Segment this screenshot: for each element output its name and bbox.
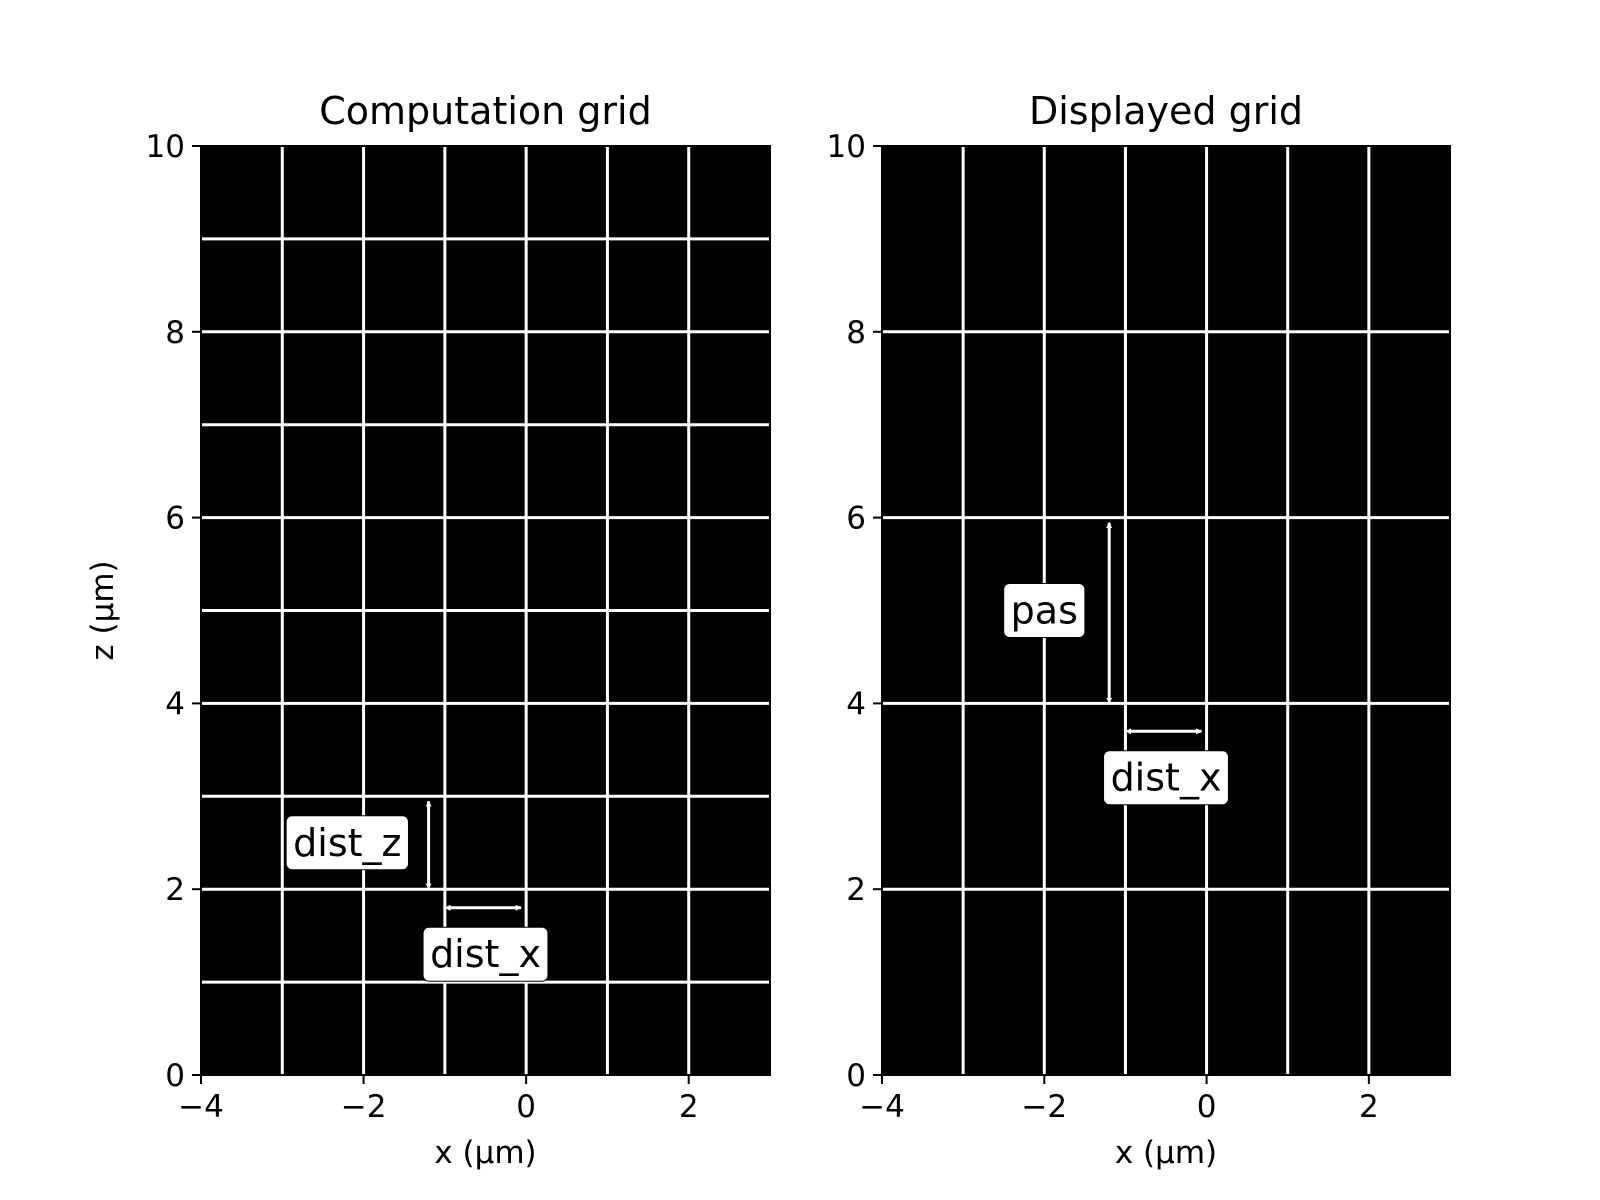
axes-frame (200, 145, 771, 1076)
y-tick-label: 10 (146, 129, 185, 165)
panel-title: Displayed grid (1029, 89, 1303, 133)
axes-frame (881, 145, 1451, 1076)
annotation-box (1003, 583, 1086, 638)
y-tick-label: 8 (165, 315, 185, 351)
annotation-dist-x: dist_x (422, 904, 549, 982)
annotation-pas: pas (1003, 521, 1113, 704)
panel-1: Computation grid −4 −2 0 2 0 2 4 6 8 10 x (µm) z (µm… (85, 89, 771, 1171)
annotation-label: dist_x (430, 932, 541, 976)
y-tick-label: 2 (846, 872, 866, 908)
x-tick-label: −2 (1021, 1089, 1067, 1125)
x-tick-label: 0 (1197, 1089, 1217, 1125)
y-tick-label: 4 (846, 686, 866, 722)
annotation-label: pas (1011, 589, 1078, 633)
y-tick-label: 0 (165, 1058, 185, 1094)
x-tick-label: −4 (178, 1089, 224, 1125)
y-tick-label: 8 (846, 315, 866, 351)
x-axis-label: x (µm) (1115, 1135, 1217, 1171)
y-tick-label: 4 (165, 686, 185, 722)
x-tick-label: 2 (679, 1089, 699, 1125)
x-tick-label: −4 (859, 1089, 905, 1125)
annotation-label: dist_z (293, 821, 401, 865)
x-axis-label: x (µm) (434, 1135, 536, 1171)
y-tick-label: 0 (846, 1058, 866, 1094)
x-tick-label: −2 (341, 1089, 387, 1125)
panel-2: Displayed grid −4 −2 0 2 0 2 4 6 8 10 x (µm) pas dist… (827, 89, 1451, 1171)
panel-title: Computation grid (319, 89, 651, 133)
annotation-box (422, 926, 549, 982)
annotation-dist-z: dist_z (285, 800, 432, 890)
annotation-box (1103, 750, 1229, 806)
y-axis-label: z (µm) (85, 560, 121, 660)
y-tick-label: 2 (165, 872, 185, 908)
annotation-dist-x: dist_x (1103, 728, 1229, 806)
y-tick-label: 10 (827, 129, 866, 165)
annotation-label: dist_x (1111, 756, 1222, 800)
x-tick-label: 2 (1359, 1089, 1379, 1125)
x-tick-label: 0 (516, 1089, 536, 1125)
y-tick-label: 6 (846, 501, 866, 537)
annotation-box (285, 815, 409, 871)
y-tick-label: 6 (165, 501, 185, 537)
plot-area (882, 146, 1450, 1075)
